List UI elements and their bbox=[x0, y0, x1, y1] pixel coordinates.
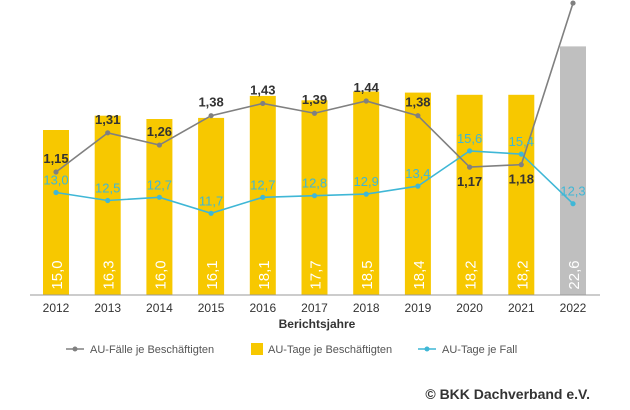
legend-item-au-tage-beschaeftigten: AU-Tage je Beschäftigten bbox=[251, 343, 392, 356]
x-tick-2020: 2020 bbox=[456, 301, 483, 315]
bar-label-2016: 18,1 bbox=[256, 260, 273, 289]
au-faelle-point-2019 bbox=[415, 113, 421, 119]
bar-label-2022: 22,6 bbox=[566, 260, 583, 289]
points-layer bbox=[53, 0, 576, 216]
au-tage-fall-label-2020: 15,6 bbox=[457, 131, 482, 146]
au-faelle-label-2020: 1,17 bbox=[457, 174, 482, 189]
au-tage-fall-point-2016 bbox=[260, 194, 266, 200]
au-tage-fall-point-2019 bbox=[415, 183, 421, 189]
bar-labels-layer: 15,0 16,3 16,0 16,1 18,1 17,7 18,5 18,4 18,2 18,2… bbox=[49, 260, 583, 289]
au-faelle-point-2020 bbox=[467, 164, 473, 170]
bar-label-2015: 16,1 bbox=[204, 260, 221, 289]
x-tick-2021: 2021 bbox=[508, 301, 535, 315]
x-tick-2012: 2012 bbox=[43, 301, 70, 315]
x-tick-2016: 2016 bbox=[249, 301, 276, 315]
au-faelle-label-2012: 1,15 bbox=[43, 151, 68, 166]
bar-label-2013: 16,3 bbox=[101, 260, 118, 289]
au-faelle-label-2018: 1,44 bbox=[354, 80, 380, 95]
au-tage-fall-point-2021 bbox=[518, 151, 524, 157]
bar-2020 bbox=[456, 94, 483, 295]
bar-label-2019: 18,4 bbox=[411, 260, 428, 289]
au-faelle-label-2019: 1,38 bbox=[405, 95, 430, 110]
bar-2015 bbox=[198, 117, 225, 296]
au-faelle-point-2013 bbox=[105, 130, 111, 136]
x-tick-2015: 2015 bbox=[198, 301, 225, 315]
au-tage-fall-point-2018 bbox=[363, 191, 369, 197]
bar-label-2020: 18,2 bbox=[463, 260, 480, 289]
x-axis-title: Berichtsjahre bbox=[279, 317, 356, 331]
au-faelle-point-2022 bbox=[570, 0, 576, 6]
au-faelle-label-2013: 1,31 bbox=[95, 112, 120, 127]
au-tage-fall-label-2018: 12,9 bbox=[354, 174, 379, 189]
au-tage-fall-point-2014 bbox=[156, 194, 162, 200]
bar-2019 bbox=[404, 92, 431, 295]
au-tage-fall-point-2015 bbox=[208, 210, 214, 216]
x-tick-2019: 2019 bbox=[405, 301, 432, 315]
bars-layer bbox=[43, 46, 586, 296]
au-faelle-label-2014: 1,26 bbox=[147, 124, 172, 139]
au-tage-fall-label-2017: 12,8 bbox=[302, 176, 327, 191]
au-tage-fall-label-2015: 11,7 bbox=[199, 193, 223, 208]
au-tage-fall-label-2013: 12,5 bbox=[95, 181, 120, 196]
x-tick-2022: 2022 bbox=[560, 301, 587, 315]
au-tage-fall-label-2019: 13,4 bbox=[405, 166, 430, 181]
legend-marker-blue bbox=[424, 346, 430, 352]
x-tick-2017: 2017 bbox=[301, 301, 328, 315]
au-faelle-point-2017 bbox=[311, 110, 318, 116]
au-faelle-label-2016: 1,43 bbox=[250, 82, 275, 97]
au-tage-fall-label-2016: 12,7 bbox=[250, 177, 275, 192]
legend-item-au-tage-fall: AU-Tage je Fall bbox=[418, 344, 517, 356]
legend-label-au-tage-fall: AU-Tage je Fall bbox=[442, 344, 517, 356]
au-faelle-label-2017: 1,39 bbox=[302, 92, 327, 107]
au-tage-fall-label-2012: 13,0 bbox=[43, 173, 68, 188]
point-labels-layer: 13,0 12,5 12,7 11,7 12,7 12,8 12,9 13,4 15,6 15,4… bbox=[43, 80, 585, 208]
au-faelle-point-2015 bbox=[208, 113, 214, 119]
au-faelle-point-2021 bbox=[518, 162, 524, 168]
bar-label-2018: 18,5 bbox=[359, 260, 376, 289]
bar-2022 bbox=[560, 46, 586, 296]
x-tick-2018: 2018 bbox=[353, 301, 380, 315]
bar-2021 bbox=[508, 94, 535, 295]
bar-2012 bbox=[43, 130, 69, 295]
legend-label-au-faelle: AU-Fälle je Beschäftigten bbox=[90, 344, 214, 356]
x-axis: Berichtsjahre 2012 2013 2014 2015 2016 2017 20… bbox=[30, 294, 600, 331]
au-tage-fall-point-2020 bbox=[467, 148, 473, 154]
bar-2013 bbox=[94, 115, 121, 295]
legend-swatch-yellow bbox=[251, 343, 263, 355]
au-tage-fall-point-2017 bbox=[311, 193, 318, 199]
x-tick-2014: 2014 bbox=[146, 301, 173, 315]
au-tage-fall-point-2012 bbox=[53, 189, 59, 196]
legend-item-au-faelle: AU-Fälle je Beschäftigten bbox=[66, 344, 214, 356]
au-faelle-point-2018 bbox=[363, 98, 369, 104]
bar-label-2017: 17,7 bbox=[308, 260, 325, 289]
legend-label-au-tage-beschaeftigten: AU-Tage je Beschäftigten bbox=[268, 344, 392, 356]
au-tage-fall-label-2022: 12,3 bbox=[560, 184, 585, 199]
au-faelle-point-2012 bbox=[53, 169, 59, 175]
au-faelle-label-2015: 1,38 bbox=[198, 95, 223, 110]
bar-label-2014: 16,0 bbox=[152, 260, 169, 289]
copyright-text: © BKK Dachverband e.V. bbox=[425, 386, 590, 402]
au-faelle-point-2016 bbox=[260, 100, 266, 107]
au-tage-fall-label-2021: 15,4 bbox=[509, 134, 534, 149]
bar-2014 bbox=[146, 119, 173, 295]
bar-label-2012: 15,0 bbox=[49, 260, 66, 289]
au-tage-fall-point-2013 bbox=[105, 197, 111, 204]
legend-marker-gray bbox=[72, 346, 78, 352]
bar-label-2021: 18,2 bbox=[514, 260, 531, 289]
au-faelle-label-2021: 1,18 bbox=[509, 172, 534, 187]
x-tick-2013: 2013 bbox=[94, 301, 121, 315]
legend: AU-Fälle je Beschäftigten AU-Tage je Bes… bbox=[66, 343, 517, 356]
au-tage-fall-label-2014: 12,7 bbox=[147, 177, 172, 192]
au-tage-fall-point-2022 bbox=[570, 201, 576, 207]
au-faelle-point-2014 bbox=[156, 142, 162, 148]
